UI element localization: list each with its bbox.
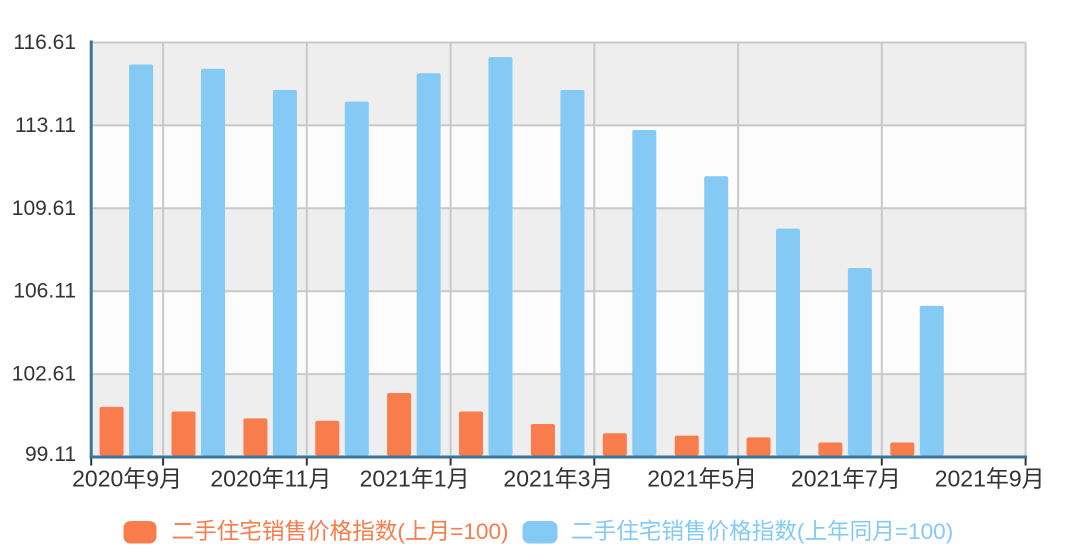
svg-text:2020年9月: 2020年9月 bbox=[72, 466, 182, 492]
svg-text:106.11: 106.11 bbox=[13, 280, 76, 303]
svg-text:2021年9月: 2021年9月 bbox=[935, 466, 1045, 492]
svg-text:109.61: 109.61 bbox=[12, 197, 76, 220]
svg-text:113.11: 113.11 bbox=[15, 114, 76, 137]
svg-text:116.61: 116.61 bbox=[13, 31, 76, 54]
svg-text:2020年11月: 2020年11月 bbox=[210, 466, 331, 492]
svg-text:2021年5月: 2021年5月 bbox=[647, 466, 757, 492]
svg-text:二手住宅销售价格指数(上月=100): 二手住宅销售价格指数(上月=100) bbox=[172, 519, 509, 544]
svg-text:99.11: 99.11 bbox=[25, 443, 76, 466]
svg-text:102.61: 102.61 bbox=[12, 363, 76, 386]
svg-text:2021年3月: 2021年3月 bbox=[503, 466, 613, 492]
svg-text:二手住宅销售价格指数(上年同月=100): 二手住宅销售价格指数(上年同月=100) bbox=[571, 519, 953, 544]
svg-text:2021年7月: 2021年7月 bbox=[791, 466, 901, 492]
svg-text:2021年1月: 2021年1月 bbox=[360, 466, 470, 492]
